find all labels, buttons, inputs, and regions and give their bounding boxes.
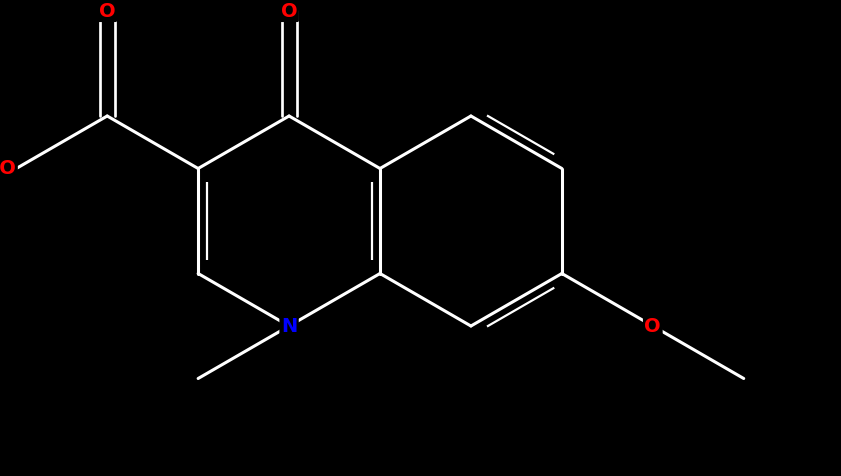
Text: N: N: [281, 317, 297, 336]
Text: O: O: [644, 317, 661, 336]
Text: O: O: [99, 1, 115, 20]
Text: O: O: [281, 1, 298, 20]
Text: HO: HO: [0, 159, 16, 178]
